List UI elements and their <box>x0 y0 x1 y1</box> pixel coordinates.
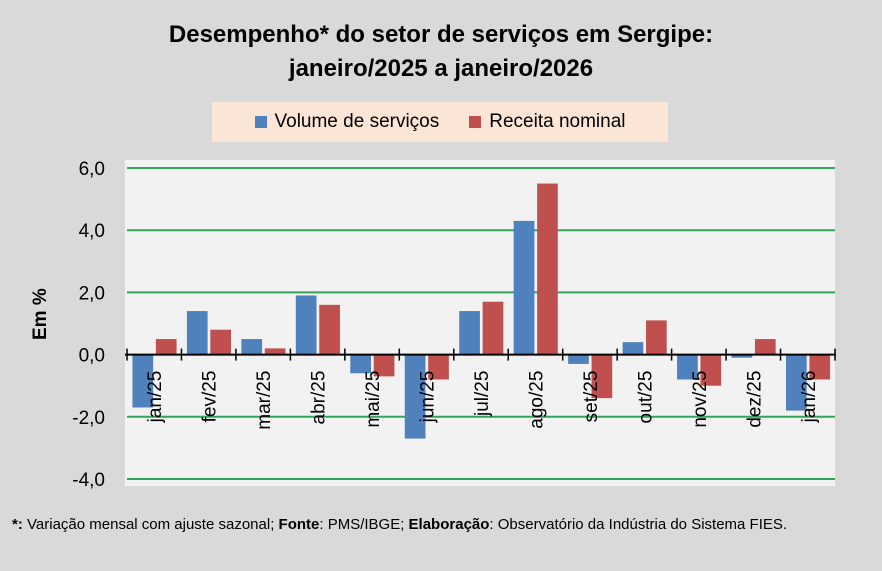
bar-volume <box>731 354 753 358</box>
legend-swatch-volume <box>254 116 267 128</box>
x-tick-label: out/25 <box>635 371 656 424</box>
x-tick-label: fev/25 <box>200 371 221 423</box>
bar-volume <box>622 342 644 355</box>
bar-volume <box>241 339 263 355</box>
x-tick-label: jun/25 <box>418 371 439 424</box>
x-tick-label: dez/25 <box>744 371 765 428</box>
bar-volume <box>404 354 426 439</box>
plot-area <box>125 160 835 486</box>
legend-item-volume: Volume de serviços <box>254 111 440 133</box>
y-tick-label: 0,0 <box>79 346 105 367</box>
chart-title-line2: janeiro/2025 a janeiro/2026 <box>288 55 594 82</box>
legend-label-volume: Volume de serviços <box>274 111 440 132</box>
footnote-fonte-text: : PMS/IBGE; <box>319 516 409 533</box>
bar-receita <box>591 354 613 399</box>
x-tick-label: mar/25 <box>254 371 275 430</box>
bar-receita <box>537 183 558 355</box>
x-tick-label: mai/25 <box>363 371 384 428</box>
x-tick-label: jan/25 <box>145 371 166 424</box>
x-tick-label: jul/25 <box>472 371 493 417</box>
footnote-star-text: Variação mensal com ajuste sazonal; <box>22 516 279 533</box>
footnote-fonte-label: Fonte <box>278 516 320 533</box>
footnote-elab-text: : Observatório da Indústria do Sistema F… <box>489 516 788 533</box>
bar-volume <box>677 354 698 380</box>
bar-receita <box>210 329 232 355</box>
bar-receita <box>319 304 340 355</box>
footnote: *: Variação mensal com ajuste sazonal; F… <box>12 514 872 536</box>
bar-volume <box>513 220 535 355</box>
y-tick-label: 2,0 <box>79 283 105 304</box>
bar-volume <box>785 354 807 411</box>
legend-label-receita: Receita nominal <box>489 111 626 132</box>
bar-volume <box>295 295 317 355</box>
bar-volume <box>132 354 154 408</box>
bar-receita <box>809 354 831 380</box>
bar-volume <box>350 354 371 374</box>
bar-receita <box>155 339 177 355</box>
y-tick-label: 6,0 <box>79 159 105 180</box>
legend-swatch-receita <box>469 116 482 128</box>
bar-volume <box>568 354 589 364</box>
chart-title: Desempenho* do setor de serviços em Serg… <box>0 18 882 86</box>
footnote-star: *: <box>12 516 23 533</box>
x-tick-label: set/25 <box>581 371 602 423</box>
y-tick-label: -4,0 <box>72 470 105 491</box>
bar-receita <box>646 320 667 355</box>
x-tick-label: ago/25 <box>526 371 547 429</box>
y-tick-label: 4,0 <box>79 221 105 242</box>
bar-receita <box>754 339 776 355</box>
x-tick-label: nov/25 <box>690 371 711 428</box>
bar-receita <box>264 348 286 355</box>
footnote-elab-label: Elaboração <box>408 516 490 533</box>
legend: Volume de serviços Receita nominal <box>212 102 668 142</box>
chart-title-line1: Desempenho* do setor de serviços em Serg… <box>168 21 714 48</box>
bar-receita <box>428 354 449 380</box>
bar-volume <box>459 311 480 355</box>
bar-receita <box>373 354 395 377</box>
y-tick-label: -2,0 <box>72 408 105 429</box>
bar-receita <box>482 301 504 355</box>
x-tick-label: abr/25 <box>309 371 330 425</box>
x-tick-label: jan/26 <box>799 371 820 424</box>
legend-item-receita: Receita nominal <box>469 111 626 133</box>
bar-volume <box>186 311 208 355</box>
bar-receita <box>700 354 722 386</box>
